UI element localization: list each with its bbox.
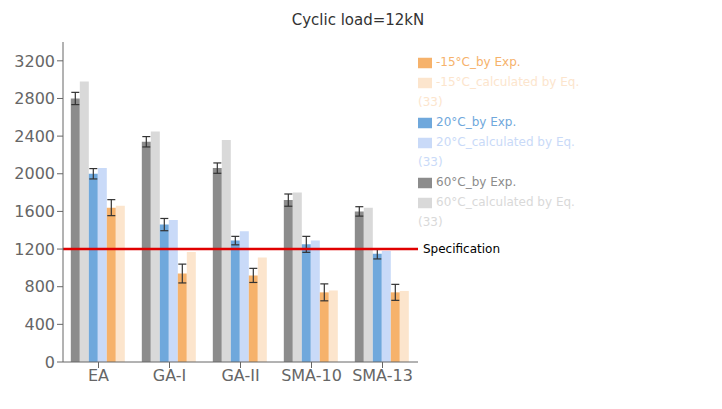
html-text:-15°C_calculated by Eq. (33): -15°C_calculated by Eq. (33) [418, 75, 580, 109]
html-text:Cyclic load=12kN: Cyclic load=12kN [291, 11, 425, 29]
svg-text:SMA-10: SMA-10 [281, 366, 342, 385]
svg-text:GA-II: GA-II [221, 366, 259, 385]
svg-text:SMA-13: SMA-13 [352, 366, 413, 385]
svg-text:2800: 2800 [14, 89, 55, 108]
html-text:20°C_by Exp.: 20°C_by Exp. [436, 115, 517, 129]
svg-text:2000: 2000 [14, 164, 55, 183]
svg-text:0: 0 [45, 353, 55, 372]
svg-text:400: 400 [24, 315, 55, 334]
html-text:20°C_calculated by Eq. (33): 20°C_calculated by Eq. (33) [418, 135, 575, 169]
svg-text:EA: EA [88, 366, 109, 385]
html-text:60°C_calculated by Eq. (33): 60°C_calculated by Eq. (33) [418, 195, 575, 229]
svg-text:1600: 1600 [14, 202, 55, 221]
svg-text:GA-I: GA-I [153, 366, 186, 385]
svg-text:800: 800 [24, 277, 55, 296]
html-text:60°C_by Exp.: 60°C_by Exp. [436, 175, 517, 189]
svg-text:1200: 1200 [14, 240, 55, 259]
svg-text:2400: 2400 [14, 127, 55, 146]
html-text:-15°C_by Exp.: -15°C_by Exp. [436, 55, 521, 69]
svg-text:Specification: Specification [423, 242, 500, 256]
svg-text:3200: 3200 [14, 52, 55, 71]
